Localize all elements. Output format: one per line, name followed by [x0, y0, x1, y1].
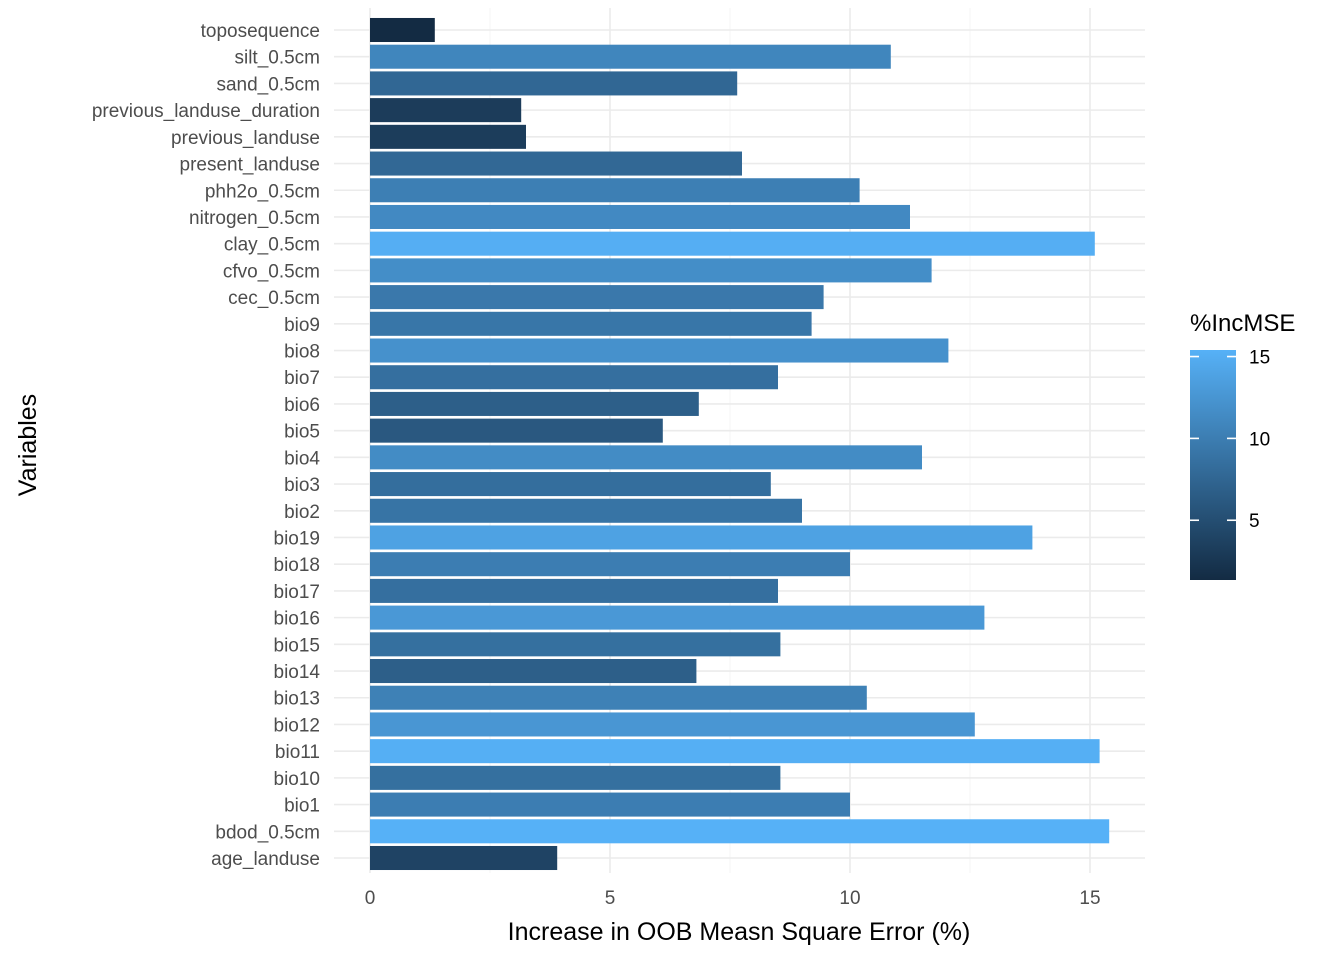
legend-colorbar: [1190, 350, 1236, 580]
bar-bio12: [370, 712, 975, 737]
y-tick-label: bio17: [274, 582, 321, 603]
bar-bio3: [370, 472, 771, 497]
y-tick-label: phh2o_0.5cm: [205, 181, 320, 202]
y-tick-label: bio19: [274, 528, 321, 549]
bar-bio16: [370, 605, 985, 630]
bars: [370, 17, 1110, 871]
y-tick-label: bio1: [284, 796, 320, 817]
bar-bio6: [370, 391, 699, 416]
y-tick-label: age_landuse: [211, 849, 320, 870]
bar-present_landuse: [370, 151, 742, 176]
bar-bio8: [370, 338, 949, 363]
y-axis-title: Variables: [14, 394, 42, 496]
bar-bio10: [370, 765, 781, 790]
y-tick-label: present_landuse: [180, 155, 321, 176]
bar-phh2o_0.5cm: [370, 178, 860, 203]
x-axis-title: Increase in OOB Measn Square Error (%): [508, 918, 971, 946]
y-tick-label: bio14: [274, 662, 321, 683]
y-tick-label: clay_0.5cm: [224, 235, 320, 256]
bar-bio5: [370, 418, 663, 443]
bar-silt_0.5cm: [370, 44, 891, 69]
y-tick-label: bio15: [274, 635, 321, 656]
y-tick-label: bdod_0.5cm: [215, 822, 320, 843]
bar-toposequence: [370, 17, 435, 43]
bar-bio13: [370, 685, 867, 710]
bar-bio2: [370, 498, 802, 523]
y-tick-label: toposequence: [201, 21, 320, 42]
y-axis-tick-labels: age_landuse bdod_0.5cm bio1 bio10 bio11 bio12…: [92, 21, 321, 870]
y-tick-label: bio10: [274, 769, 321, 790]
y-tick-label: bio2: [284, 502, 320, 523]
y-tick-label: bio3: [284, 475, 320, 496]
bar-previous_landuse_duration: [370, 98, 522, 123]
x-tick-label: 10: [839, 888, 860, 909]
bar-bio19: [370, 525, 1033, 550]
y-tick-label: nitrogen_0.5cm: [189, 208, 320, 229]
y-tick-label: bio13: [274, 689, 321, 710]
x-tick-label: 5: [605, 888, 616, 909]
y-tick-label: previous_landuse_duration: [92, 101, 320, 122]
y-tick-label: sand_0.5cm: [216, 74, 320, 95]
x-tick-label: 0: [365, 888, 376, 909]
bar-clay_0.5cm: [370, 231, 1095, 256]
x-tick-label: 15: [1079, 888, 1100, 909]
y-tick-label: previous_landuse: [171, 128, 320, 149]
legend-tick-label: 15: [1249, 348, 1270, 369]
bar-bio14: [370, 659, 697, 684]
y-tick-label: bio9: [284, 315, 320, 336]
bar-age_landuse: [370, 845, 558, 871]
bar-bio17: [370, 578, 778, 603]
y-tick-label: cfvo_0.5cm: [223, 261, 320, 282]
bar-bdod_0.5cm: [370, 819, 1110, 844]
y-tick-label: bio16: [274, 609, 321, 630]
y-tick-label: bio4: [284, 448, 320, 469]
y-tick-label: bio6: [284, 395, 320, 416]
legend-title: %IncMSE: [1190, 310, 1295, 337]
y-tick-label: cec_0.5cm: [228, 288, 320, 309]
bar-bio11: [370, 739, 1100, 764]
y-tick-label: bio5: [284, 422, 320, 443]
bar-cfvo_0.5cm: [370, 258, 932, 283]
y-tick-label: bio11: [275, 742, 320, 763]
y-tick-label: bio8: [284, 342, 320, 363]
bar-bio9: [370, 311, 812, 336]
legend-ticks: 5 10 15: [1190, 348, 1270, 532]
y-tick-label: bio12: [274, 715, 321, 736]
x-axis-tick-labels: 0 5 10 15: [365, 888, 1101, 909]
bar-nitrogen_0.5cm: [370, 204, 910, 229]
y-tick-label: bio7: [284, 368, 320, 389]
bar-bio1: [370, 792, 850, 817]
y-tick-label: silt_0.5cm: [234, 48, 320, 69]
bar-bio18: [370, 552, 850, 577]
legend-tick-label: 10: [1249, 429, 1270, 450]
bar-previous_landuse: [370, 124, 526, 149]
bar-cec_0.5cm: [370, 285, 824, 310]
bar-bio7: [370, 365, 778, 390]
color-legend: %IncMSE 5 10 15: [1190, 310, 1295, 580]
legend-tick-label: 5: [1249, 511, 1260, 532]
y-tick-label: bio18: [274, 555, 321, 576]
bar-bio4: [370, 445, 922, 470]
bar-bio15: [370, 632, 781, 657]
bar-sand_0.5cm: [370, 71, 738, 96]
